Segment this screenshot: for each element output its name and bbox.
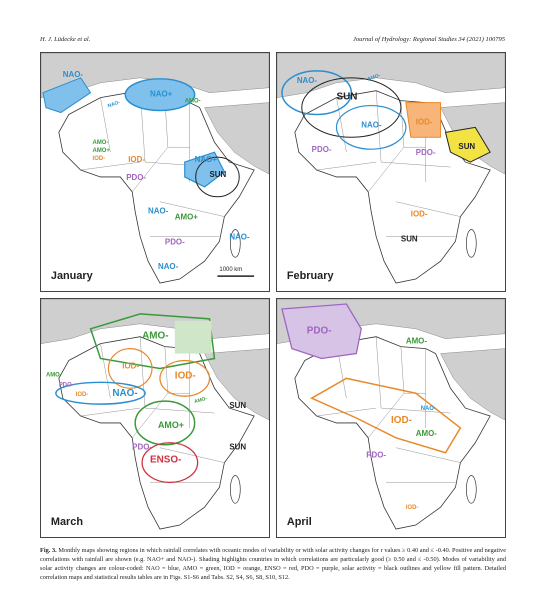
map-label: AMO- — [406, 337, 427, 346]
region — [281, 303, 362, 360]
map-label: PDO- — [416, 148, 436, 157]
region — [195, 156, 240, 198]
region — [55, 381, 146, 405]
map-label: NAO- — [361, 120, 382, 129]
month-label: January — [51, 270, 93, 282]
region — [281, 70, 353, 116]
region — [405, 102, 442, 138]
map-label: NAO+ — [195, 155, 218, 164]
map-label: AMO+ — [175, 213, 198, 222]
map-label: AMO+ — [158, 420, 184, 430]
map-label: PDO- — [312, 145, 332, 154]
map-label: PDO- — [132, 443, 152, 452]
map-label: NAO- — [297, 76, 318, 85]
map-label: IOD- — [93, 156, 106, 162]
map-label: AMO- — [194, 396, 209, 405]
map-label: PDO- — [126, 173, 146, 182]
region — [444, 126, 491, 163]
map: PDO- AMO- NAO- IOD- AMO- PDO- IOD- April — [277, 299, 505, 537]
month-label: April — [287, 516, 312, 528]
header-journal: Journal of Hydrology: Regional Studies 3… — [353, 36, 505, 43]
map-panel: NAO- AMO- SUN NAO- IOD- PDO- SUN PDO- IO… — [276, 52, 506, 292]
map: NAO- NAO+ AMO- AMO- NAO+ AMO+ IOD- IOD- … — [41, 53, 269, 291]
map-label: NAO- — [107, 99, 121, 109]
region — [301, 77, 402, 138]
map-label: ENSO- — [150, 455, 181, 466]
region — [42, 77, 92, 114]
map-panel: NAO- NAO+ AMO- AMO- NAO+ AMO+ IOD- IOD- … — [40, 52, 270, 292]
map-label: PDO- — [59, 382, 74, 388]
map-label: PDO- — [307, 326, 332, 337]
map-label: NAO+ — [150, 90, 173, 99]
map-label: NAO- — [229, 232, 250, 241]
map-label: IOD- — [416, 117, 433, 126]
figure-caption: Fig. 3. Monthly maps showing regions in … — [40, 546, 506, 583]
caption-text: Monthly maps showing regions in which ra… — [40, 547, 506, 582]
map: NAO- AMO- SUN NAO- IOD- PDO- SUN PDO- IO… — [277, 53, 505, 291]
map-label: IOD- — [391, 415, 412, 426]
map-label: NAO- — [421, 406, 436, 412]
map-label: NAO- — [158, 262, 179, 271]
map-label: IOD- — [128, 155, 145, 164]
scale-label: 1000 km — [219, 267, 242, 273]
region — [141, 442, 199, 484]
map: AMO- IOD- IOD- AMO- PDO- IOD- NAO- AMO- … — [41, 299, 269, 537]
map-label: IOD- — [175, 370, 196, 381]
region — [107, 348, 153, 389]
map-label: NAO- — [112, 388, 137, 399]
map-label: AMO- — [367, 72, 382, 82]
month-label: March — [51, 516, 83, 528]
region — [89, 313, 216, 370]
map-label: AMO- — [93, 140, 109, 146]
map-label: IOD- — [76, 392, 89, 398]
map-label: AMO- — [416, 429, 437, 438]
map-label: AMO+ — [93, 148, 111, 154]
header-author: H. J. Lüdecke et al. — [40, 36, 91, 43]
caption-label: Fig. 3. — [40, 547, 57, 554]
region — [335, 104, 407, 150]
map-label: PDO- — [165, 237, 185, 246]
map-label: SUN — [336, 92, 357, 103]
map-label: NAO- — [63, 70, 84, 79]
map-label: SUN — [401, 234, 418, 243]
map-label: PDO- — [366, 451, 386, 460]
map-label: NAO- — [148, 207, 169, 216]
map-label: IOD- — [406, 505, 419, 511]
map-label: IOD- — [411, 210, 428, 219]
region — [159, 359, 211, 397]
map-label: SUN — [229, 443, 246, 452]
month-label: February — [287, 270, 334, 282]
region — [184, 151, 226, 188]
region — [134, 400, 196, 446]
map-label: SUN — [229, 401, 246, 410]
map-label: AMO- — [142, 331, 168, 342]
map-panel: PDO- AMO- NAO- IOD- AMO- PDO- IOD- April — [276, 298, 506, 538]
region — [310, 377, 462, 454]
map-panel: AMO- IOD- IOD- AMO- PDO- IOD- NAO- AMO- … — [40, 298, 270, 538]
map-label: SUN — [458, 142, 475, 151]
map-label: AMO- — [46, 372, 62, 378]
map-label: IOD- — [122, 361, 139, 370]
map-label: AMO- — [185, 99, 201, 105]
region — [174, 320, 212, 354]
map-label: SUN — [210, 170, 227, 179]
region — [124, 78, 196, 112]
